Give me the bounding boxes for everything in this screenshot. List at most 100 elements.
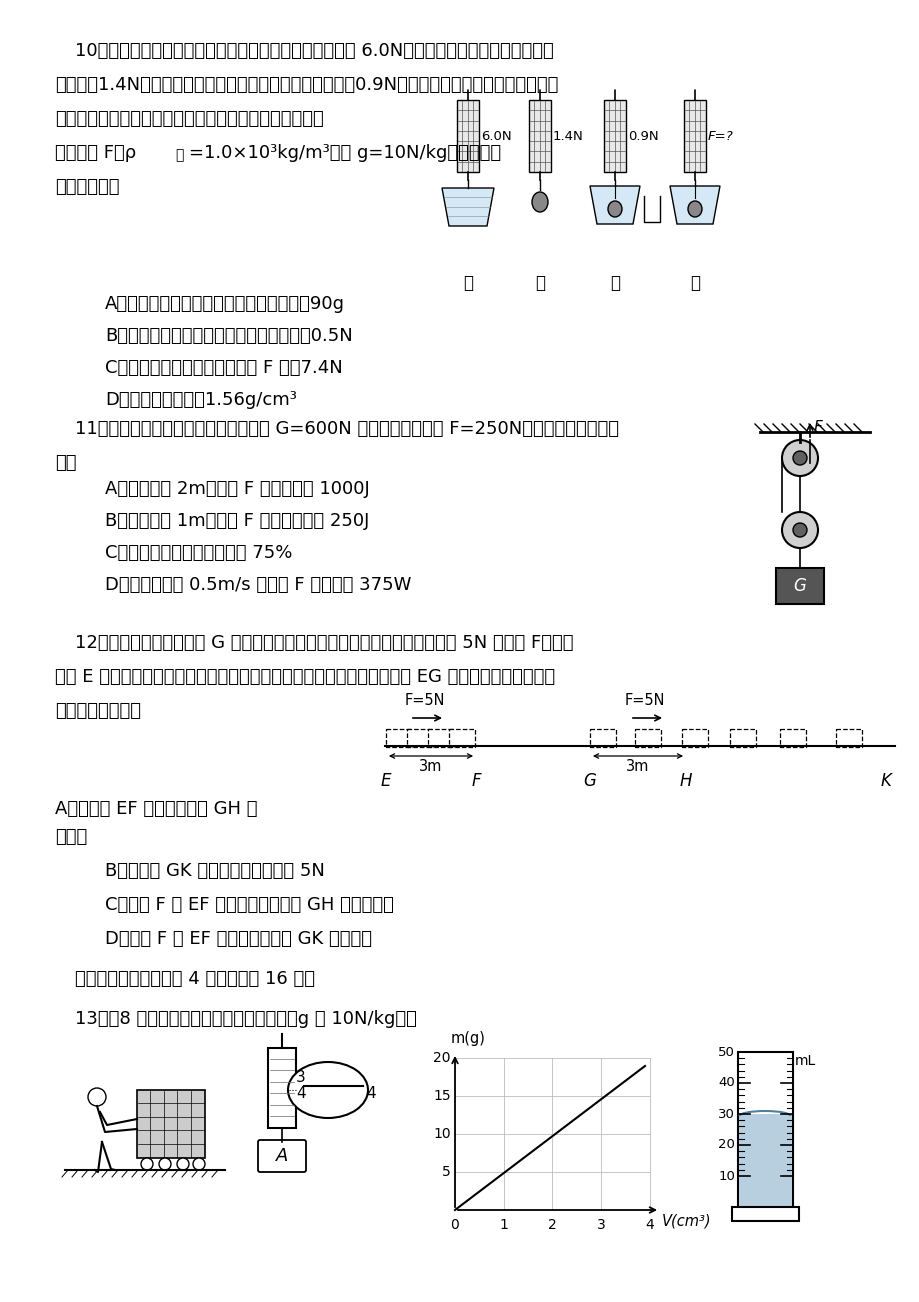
Text: A．丙图中溢水杯溢到小桶中的水的质量为90g: A．丙图中溢水杯溢到小桶中的水的质量为90g	[105, 296, 345, 312]
Circle shape	[781, 440, 817, 477]
Text: G: G	[583, 772, 596, 790]
Bar	[634, 729, 660, 747]
Text: 经过 E 点开始计时，每经过相同时间，用虚线框记录物体的位置，物体在 EG 段做匀速直线运动，下: 经过 E 点开始计时，每经过相同时间，用虚线框记录物体的位置，物体在 EG 段做…	[55, 668, 554, 686]
Bar	[137, 1090, 205, 1157]
Polygon shape	[589, 186, 640, 224]
Text: 3: 3	[596, 1217, 605, 1232]
Text: 10: 10	[718, 1169, 734, 1182]
Text: 乙: 乙	[535, 273, 544, 292]
Bar	[681, 729, 708, 747]
Text: 其重力为1.4N，将这一鹅卵石没入溢水杯后测力计的示数为0.9N，若将溢出水后的溢水杯和浸没在: 其重力为1.4N，将这一鹅卵石没入溢水杯后测力计的示数为0.9N，若将溢出水后的…	[55, 76, 558, 94]
Text: 丙: 丙	[609, 273, 619, 292]
Text: C．拉力 F 在 EF 段所做的功大于在 GH 段所做的功: C．拉力 F 在 EF 段所做的功大于在 GH 段所做的功	[105, 896, 393, 914]
Bar	[589, 729, 616, 747]
Text: 丁: 丁	[689, 273, 699, 292]
Circle shape	[193, 1157, 205, 1170]
Text: 3m: 3m	[419, 759, 442, 773]
Text: 50: 50	[718, 1046, 734, 1059]
Ellipse shape	[687, 201, 701, 217]
Text: 30: 30	[718, 1108, 734, 1121]
Text: 水: 水	[175, 148, 183, 161]
Text: F: F	[813, 421, 822, 435]
Text: C．丁图中，弹簧测力计的示数 F 应为7.4N: C．丁图中，弹簧测力计的示数 F 应为7.4N	[105, 359, 343, 378]
Bar	[267, 1048, 296, 1128]
FancyBboxPatch shape	[257, 1141, 306, 1172]
Text: 3: 3	[296, 1070, 305, 1086]
Bar	[738, 1115, 791, 1206]
Circle shape	[88, 1088, 106, 1105]
Bar	[386, 729, 412, 747]
Text: 甲: 甲	[462, 273, 472, 292]
Bar	[779, 729, 805, 747]
Text: 40: 40	[718, 1077, 734, 1090]
Text: D．拉力 F 在 EF 段的功率小于在 GK 段的功率: D．拉力 F 在 EF 段的功率小于在 GK 段的功率	[105, 930, 371, 948]
Text: =1.0×10³kg/m³，取 g=10N/kg）。则下列: =1.0×10³kg/m³，取 g=10N/kg）。则下列	[188, 145, 501, 161]
Bar	[448, 729, 474, 747]
Circle shape	[176, 1157, 188, 1170]
Text: 列说法中正确的是: 列说法中正确的是	[55, 702, 141, 720]
Text: B．提升物体 1m，拉力 F 所做有用功为 250J: B．提升物体 1m，拉力 F 所做有用功为 250J	[105, 512, 369, 530]
Text: 4: 4	[645, 1217, 653, 1232]
Polygon shape	[441, 187, 494, 227]
Text: 10．如图所示，用弹簧测力计称得盛满水的溢水杯总重为 6.0N，将一鹅卵石用细线系好后测得: 10．如图所示，用弹簧测力计称得盛满水的溢水杯总重为 6.0N，将一鹅卵石用细线…	[75, 42, 553, 60]
Text: K: K	[879, 772, 891, 790]
Text: F=5N: F=5N	[404, 693, 445, 708]
Text: A: A	[276, 1147, 288, 1165]
Text: m(g): m(g)	[450, 1031, 485, 1046]
Circle shape	[159, 1157, 171, 1170]
Text: 10: 10	[433, 1128, 450, 1141]
Text: H: H	[679, 772, 691, 790]
Polygon shape	[669, 186, 720, 224]
Text: 15: 15	[433, 1088, 450, 1103]
Text: 6.0N: 6.0N	[481, 129, 511, 142]
Text: 3m: 3m	[626, 759, 649, 773]
Text: G: G	[793, 577, 806, 595]
Text: 11．如图所示，用滑轮组匀速提升重为 G=600N 的物体，如果拉力 F=250N，则下列结论中正确: 11．如图所示，用滑轮组匀速提升重为 G=600N 的物体，如果拉力 F=250…	[75, 421, 618, 437]
Bar	[729, 729, 755, 747]
Circle shape	[792, 450, 806, 465]
Text: 13．（8 分）根据下面各图所给信息填空（g 取 10N/kg）。: 13．（8 分）根据下面各图所给信息填空（g 取 10N/kg）。	[75, 1010, 416, 1029]
Circle shape	[141, 1157, 153, 1170]
Circle shape	[781, 512, 817, 548]
Text: 1: 1	[499, 1217, 507, 1232]
Text: 20: 20	[433, 1051, 450, 1065]
Bar	[732, 1207, 798, 1221]
Text: 0.9N: 0.9N	[628, 129, 658, 142]
Text: 2: 2	[548, 1217, 556, 1232]
Text: B．丙图中浸没在水中的鹅卵石所受浮力为0.5N: B．丙图中浸没在水中的鹅卵石所受浮力为0.5N	[105, 327, 352, 345]
Text: A．物体在 EF 段的速度大于 GH 段: A．物体在 EF 段的速度大于 GH 段	[55, 799, 257, 818]
Bar	[775, 568, 823, 604]
Text: 的示数为 F（ρ: 的示数为 F（ρ	[55, 145, 136, 161]
Text: B．物体在 GK 段受到的摩擦力等于 5N: B．物体在 GK 段受到的摩擦力等于 5N	[105, 862, 324, 880]
Bar	[835, 729, 861, 747]
Text: 1.4N: 1.4N	[552, 129, 584, 142]
Bar	[528, 100, 550, 172]
Circle shape	[792, 523, 806, 536]
Bar	[427, 729, 453, 747]
Text: V(cm³): V(cm³)	[662, 1213, 711, 1228]
Text: F=5N: F=5N	[624, 693, 664, 708]
Text: F=?: F=?	[708, 129, 733, 142]
Bar	[457, 100, 479, 172]
Text: 的速度: 的速度	[55, 828, 87, 846]
Text: 说法正确的是: 说法正确的是	[55, 178, 119, 197]
Text: D．鹅卵石的密度为1.56g/cm³: D．鹅卵石的密度为1.56g/cm³	[105, 391, 297, 409]
Bar	[737, 1052, 792, 1207]
Text: 水中的鹅卵石一起挂在弹簧测力计上，静止时弹簧测力计: 水中的鹅卵石一起挂在弹簧测力计上，静止时弹簧测力计	[55, 109, 323, 128]
Ellipse shape	[531, 191, 548, 212]
Ellipse shape	[288, 1062, 368, 1118]
Text: 二、图示题（本大题共 4 个小题，共 16 分）: 二、图示题（本大题共 4 个小题，共 16 分）	[75, 970, 314, 988]
Bar	[604, 100, 625, 172]
Text: D．提升速度为 0.5m/s 时拉力 F 的功率为 375W: D．提升速度为 0.5m/s 时拉力 F 的功率为 375W	[105, 575, 411, 594]
Bar	[406, 729, 433, 747]
Text: 20: 20	[718, 1138, 734, 1151]
Text: 4: 4	[366, 1086, 375, 1101]
Text: 的是: 的是	[55, 454, 76, 473]
Text: F: F	[471, 772, 481, 790]
Text: 0: 0	[450, 1217, 459, 1232]
Text: 4: 4	[296, 1086, 305, 1101]
Bar	[683, 100, 705, 172]
Text: mL: mL	[794, 1055, 815, 1068]
Ellipse shape	[607, 201, 621, 217]
Text: 12．如图所示，水平地面 G 点两侧粗糙程度不同，物体一直受到沿水平方向 5N 的拉力 F。物体: 12．如图所示，水平地面 G 点两侧粗糙程度不同，物体一直受到沿水平方向 5N …	[75, 634, 573, 652]
